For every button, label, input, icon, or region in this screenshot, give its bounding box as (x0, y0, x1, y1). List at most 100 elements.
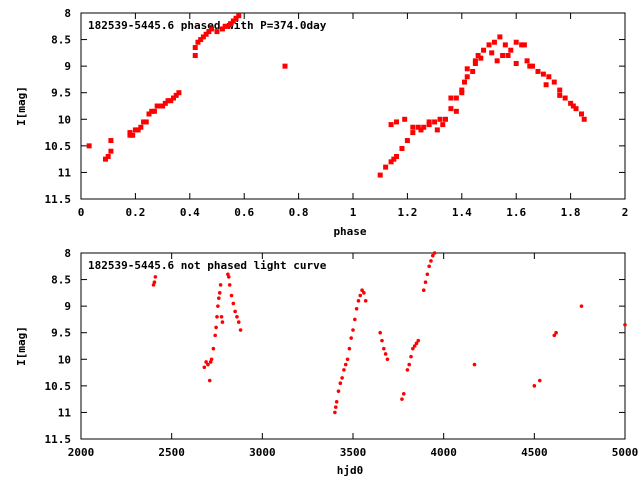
top-data-point (562, 95, 568, 101)
top-data-point (519, 42, 525, 48)
top-data-point (527, 63, 533, 69)
bottom-x-tick-label: 3000 (249, 446, 276, 459)
bottom-x-tick-label: 2000 (68, 446, 95, 459)
bottom-x-tick-label: 4000 (430, 446, 457, 459)
top-data-point (478, 55, 484, 61)
top-x-ticks: 0 0.2 0.4 0.6 0.8 1 1.2 1.4 1.6 1.8 2 (78, 13, 629, 219)
top-data-point (497, 34, 503, 40)
top-data-point (388, 159, 394, 165)
bottom-data-point (235, 314, 239, 319)
top-data-point (546, 74, 552, 80)
bottom-data-point (425, 272, 430, 277)
bottom-data-point (383, 352, 388, 356)
bottom-data-point (554, 330, 558, 335)
top-data-point (453, 95, 459, 101)
top-data-point (86, 143, 92, 149)
bottom-data-points (151, 251, 627, 415)
bottom-data-point (236, 320, 241, 324)
top-x-tick-label: 1.6 (506, 206, 526, 219)
top-x-tick-label: 1.8 (561, 206, 581, 219)
bottom-data-point (215, 314, 219, 319)
bottom-data-point (429, 259, 433, 263)
top-data-point (426, 119, 432, 125)
top-data-point (146, 111, 152, 117)
top-x-tick-label: 0.2 (125, 206, 145, 219)
bottom-data-point (207, 378, 212, 383)
top-data-point (432, 119, 438, 125)
top-x-tick-label: 0.8 (289, 206, 309, 219)
top-data-point (557, 87, 563, 93)
top-data-point (462, 79, 468, 85)
bottom-data-point (416, 338, 421, 343)
bottom-data-point (214, 325, 218, 330)
top-data-point (437, 116, 443, 122)
bottom-data-point (218, 283, 223, 287)
bottom-data-point (358, 293, 363, 298)
top-data-point (222, 23, 228, 29)
bottom-y-ticks: 8 8.5 9 9.5 10 10.5 11 11.5 (45, 247, 625, 446)
bottom-data-point (333, 410, 337, 415)
bottom-data-point (347, 346, 352, 351)
top-data-point (394, 119, 400, 125)
bottom-data-point (537, 378, 542, 383)
top-data-point (130, 132, 136, 138)
top-data-point (230, 18, 236, 24)
bottom-data-point (238, 328, 243, 332)
bottom-data-point (338, 381, 343, 386)
bottom-data-point (472, 362, 477, 367)
top-data-point (391, 156, 397, 162)
bottom-data-point (231, 301, 236, 306)
bottom-data-point (380, 338, 384, 343)
bottom-x-ticks: 2000 2500 3000 3500 4000 4500 5000 (68, 253, 638, 459)
bottom-data-point (342, 368, 346, 372)
top-x-tick-label: 1.4 (452, 206, 472, 219)
bottom-data-point (206, 362, 210, 367)
bottom-data-point (219, 314, 224, 319)
top-data-point (404, 138, 410, 144)
top-data-point (524, 58, 530, 64)
bottom-data-point (401, 392, 406, 396)
bottom-data-point (152, 280, 157, 285)
top-data-point (442, 116, 448, 122)
phased-light-curve-panel: 182539-5445.6 phased with P=374.0day pha… (15, 7, 628, 238)
top-data-point (162, 100, 168, 106)
top-data-point (551, 79, 557, 85)
bottom-data-point (552, 333, 557, 338)
bottom-data-point (334, 400, 339, 404)
top-data-point (500, 53, 506, 59)
bottom-data-point (336, 389, 341, 393)
top-data-point (464, 66, 470, 72)
top-data-point (228, 21, 234, 27)
top-data-point (195, 39, 201, 45)
bottom-y-tick-label: 10 (58, 353, 71, 366)
top-data-point (570, 103, 576, 109)
top-data-point (434, 127, 440, 133)
top-x-axis-label: phase (333, 225, 366, 238)
bottom-data-point (579, 304, 584, 308)
bottom-data-point (351, 328, 355, 332)
top-data-point (165, 98, 171, 104)
bottom-data-point (407, 362, 412, 367)
top-x-tick-label: 2 (622, 206, 629, 219)
bottom-y-tick-label: 10.5 (45, 380, 72, 393)
top-data-point (426, 122, 432, 128)
top-data-point (282, 63, 288, 69)
top-data-point (127, 132, 133, 138)
top-data-point (214, 29, 220, 35)
bottom-data-point (362, 291, 366, 295)
bottom-data-point (353, 317, 357, 322)
top-data-point (543, 82, 549, 88)
bottom-data-point (209, 357, 214, 362)
bottom-data-point (217, 296, 221, 300)
top-data-point (173, 92, 179, 98)
bottom-data-point (354, 307, 359, 311)
bottom-data-point (211, 346, 216, 351)
top-data-point (418, 127, 424, 133)
top-data-point (108, 138, 114, 144)
top-data-point (459, 90, 465, 96)
bottom-data-point (216, 304, 220, 308)
top-data-point (415, 124, 421, 130)
top-y-tick-label: 11 (58, 166, 72, 179)
